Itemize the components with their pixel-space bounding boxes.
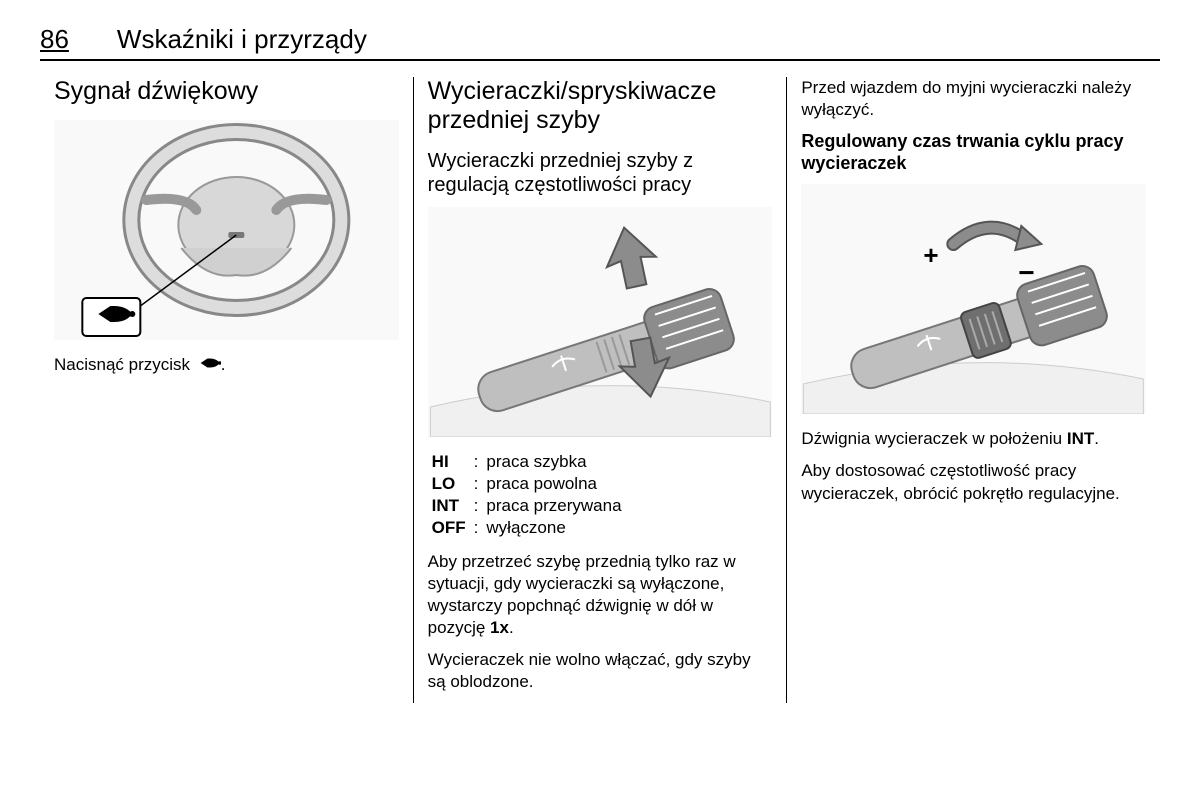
column-horn: Sygnał dźwiękowy — [40, 77, 414, 703]
horn-icon — [195, 354, 221, 376]
illustration-steering-wheel — [54, 120, 399, 340]
caption-text-pre: Nacisnąć przycisk — [54, 355, 195, 374]
col1-title: Sygnał dźwiękowy — [54, 77, 399, 106]
table-row: OFF:wyłączone — [428, 517, 626, 539]
wiper-mode-table: HI:praca szybkaLO:praca powolnaINT:praca… — [428, 451, 626, 539]
table-row: INT:praca przerywana — [428, 495, 626, 517]
col2-title: Wycieraczki/spryskiwacze przedniej szyby — [428, 77, 773, 135]
content-columns: Sygnał dźwiękowy — [40, 77, 1160, 703]
page-title: Wskaźniki i przyrządy — [117, 24, 367, 55]
illustration-wiper-stalk-rotate: + − — [801, 184, 1146, 414]
col3-p3: Aby dostosować częstotliwość pracy wycie… — [801, 460, 1146, 504]
col3-subtitle: Regulowany czas trwania cyklu pracy wyci… — [801, 131, 1146, 174]
page-header: 86 Wskaźniki i przyrządy — [40, 24, 1160, 61]
col3-p2: Dźwignia wycieraczek w położeniu INT. — [801, 428, 1146, 450]
table-row: HI:praca szybka — [428, 451, 626, 473]
col3-p1: Przed wjazdem do myjni wycieraczki należ… — [801, 77, 1146, 121]
pos-int: INT — [1067, 429, 1094, 448]
svg-text:−: − — [1019, 257, 1035, 288]
caption-text-post: . — [221, 355, 226, 374]
pos-1x: 1x — [490, 618, 509, 637]
col2-p2: Wycieraczek nie wolno włączać, gdy szyby… — [428, 649, 773, 693]
column-interval: Przed wjazdem do myjni wycieraczki należ… — [787, 77, 1160, 703]
col1-caption: Nacisnąć przycisk . — [54, 354, 399, 377]
table-row: LO:praca powolna — [428, 473, 626, 495]
column-wipers: Wycieraczki/spryskiwacze przedniej szyby… — [414, 77, 788, 703]
illustration-wiper-stalk-updown — [428, 207, 773, 437]
svg-text:+: + — [924, 240, 939, 270]
col2-p1: Aby przetrzeć szybę przednią tylko raz w… — [428, 551, 773, 639]
col2-subtitle: Wycieraczki przedniej szyby z regulacją … — [428, 149, 773, 197]
page-number: 86 — [40, 24, 69, 55]
